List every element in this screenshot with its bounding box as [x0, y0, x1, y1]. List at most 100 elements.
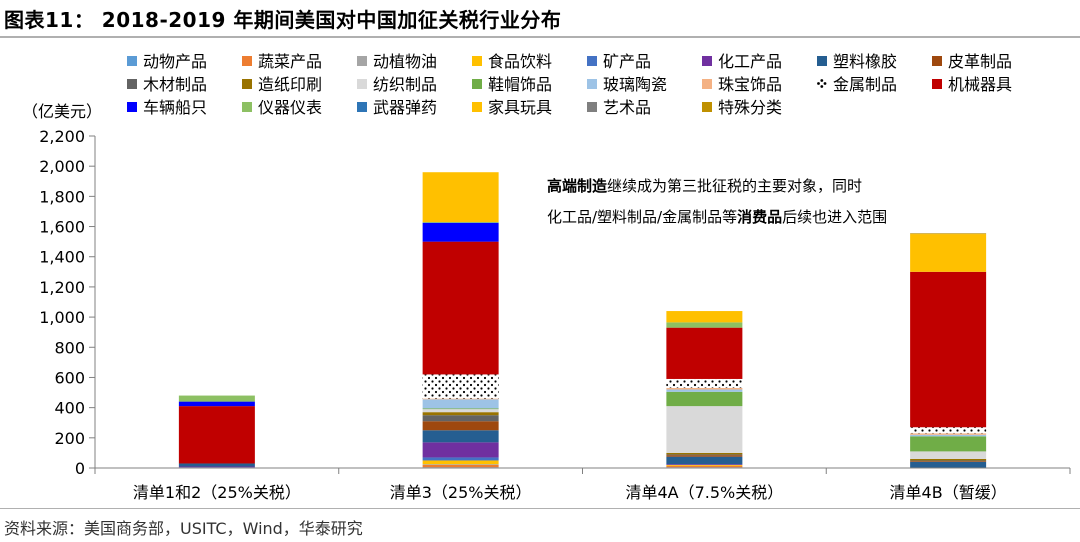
title-divider	[0, 36, 1080, 38]
legend-swatch	[357, 79, 367, 89]
bars	[178, 172, 987, 468]
bar-segment	[422, 241, 499, 375]
bar-segment	[910, 461, 987, 462]
bar-segment	[422, 460, 499, 465]
legend-swatch	[127, 79, 137, 89]
legend-label: 木材制品	[143, 75, 207, 94]
bar-segment	[666, 389, 743, 392]
legend-swatch	[242, 79, 252, 89]
legend-item: 鞋帽饰品	[472, 75, 552, 94]
bar-segment	[422, 442, 499, 458]
annotation-line-1: 高端制造继续成为第三批征税的主要对象，同时	[547, 177, 862, 195]
x-axis: 清单1和2（25%关税） 清单3（25%关税） 清单4A（7.5%关税） 清单4B（暂…	[94, 467, 1071, 502]
legend-item: 塑料橡胶	[817, 52, 897, 71]
y-tick-label: 800	[54, 338, 85, 357]
bar-segment	[422, 399, 499, 409]
legend-label: 食品饮料	[488, 52, 552, 71]
bar-segment	[422, 172, 499, 223]
legend-swatch	[817, 56, 827, 66]
bar-segment	[422, 222, 499, 223]
legend-item: 金属制品	[817, 75, 897, 94]
bar-segment	[666, 452, 743, 455]
legend-label: 仪器仪表	[258, 98, 322, 117]
legend-item: 机械器具	[932, 75, 1012, 94]
bar-segment	[910, 458, 987, 461]
legend-swatch	[702, 56, 712, 66]
bar-segment	[666, 391, 743, 407]
legend-swatch	[817, 79, 827, 88]
x-tick-label: 清单4A（7.5%关税）	[625, 483, 783, 502]
bar-segment	[666, 322, 743, 328]
bar-segment	[666, 464, 743, 465]
y-tick-label: 1,400	[39, 248, 85, 267]
legend-label: 鞋帽饰品	[488, 75, 552, 94]
legend-item: 纺织制品	[357, 75, 437, 94]
y-axis-label: （亿美元）	[22, 102, 102, 121]
bar-segment	[666, 327, 743, 379]
bar-segment	[422, 430, 499, 443]
legend-label: 纺织制品	[373, 75, 437, 94]
legend-item: 玻璃陶瓷	[587, 75, 667, 94]
bar-segment	[422, 398, 499, 400]
footer-divider	[0, 508, 1080, 509]
legend-swatch	[127, 56, 137, 66]
bar-segment	[910, 451, 987, 459]
y-tick-label: 2,000	[39, 157, 85, 176]
legend-swatch	[587, 79, 597, 89]
bar-segment	[666, 454, 743, 456]
legend-item: 动物产品	[127, 52, 207, 71]
y-tick-label: 1,000	[39, 308, 85, 327]
y-tick-label: 200	[54, 429, 85, 448]
bar-segment	[178, 463, 255, 467]
bar-segment	[666, 311, 743, 323]
bar-segment	[422, 464, 499, 465]
bar-segment	[666, 406, 743, 453]
bar-segment	[422, 412, 499, 416]
bar-segment	[910, 271, 987, 428]
y-tick-label: 400	[54, 399, 85, 418]
annotation-line-2: 化工品/塑料制品/金属制品等消费品后续也进入范围	[547, 208, 887, 226]
x-tick-label: 清单1和2（25%关税）	[133, 483, 301, 502]
legend-item: 仪器仪表	[242, 98, 322, 117]
legend-swatch	[472, 79, 482, 89]
legend-swatch	[932, 56, 942, 66]
bar-segment	[178, 466, 255, 468]
bar-segment	[422, 464, 499, 468]
legend-item: 皮革制品	[932, 52, 1012, 71]
bar-segment	[910, 427, 987, 434]
legend-swatch	[702, 102, 712, 112]
legend-label: 珠宝饰品	[718, 75, 782, 94]
legend-label: 家具玩具	[488, 98, 552, 117]
legend-swatch	[242, 102, 252, 112]
legend-swatch	[702, 79, 712, 89]
legend-label: 艺术品	[603, 98, 651, 117]
y-tick-label: 1,600	[39, 218, 85, 237]
legend-item: 化工产品	[702, 52, 782, 71]
legend-swatch	[472, 56, 482, 66]
legend-label: 动植物油	[373, 52, 437, 71]
bar-segment	[422, 409, 499, 413]
y-axis: 0 200 400 600 800 1,000 1,200 1,400 1,600 1,800 2,…	[39, 127, 96, 478]
y-tick-label: 0	[75, 459, 85, 478]
bar-segment	[178, 395, 255, 402]
bar-segment	[666, 464, 743, 466]
legend-label: 玻璃陶瓷	[603, 75, 667, 94]
bar-segment	[422, 374, 499, 399]
legend-item: 动植物油	[357, 52, 437, 71]
bar-segment	[178, 406, 255, 464]
bar-segment	[422, 408, 499, 410]
x-tick-label: 清单4B（暂缓）	[890, 483, 1007, 502]
legend-label: 金属制品	[833, 75, 897, 94]
legend-item: 特殊分类	[702, 98, 782, 117]
source-note: 资料来源：美国商务部，USITC，Wind，华泰研究	[4, 519, 363, 538]
legend-swatch	[932, 79, 942, 89]
legend-swatch	[242, 56, 252, 66]
bar-segment	[422, 222, 499, 242]
legend-swatch	[357, 56, 367, 66]
legend-label: 蔬菜产品	[258, 52, 322, 71]
bar-segment	[178, 401, 255, 407]
legend-swatch	[587, 56, 597, 66]
legend-item: 车辆船只	[127, 98, 207, 117]
